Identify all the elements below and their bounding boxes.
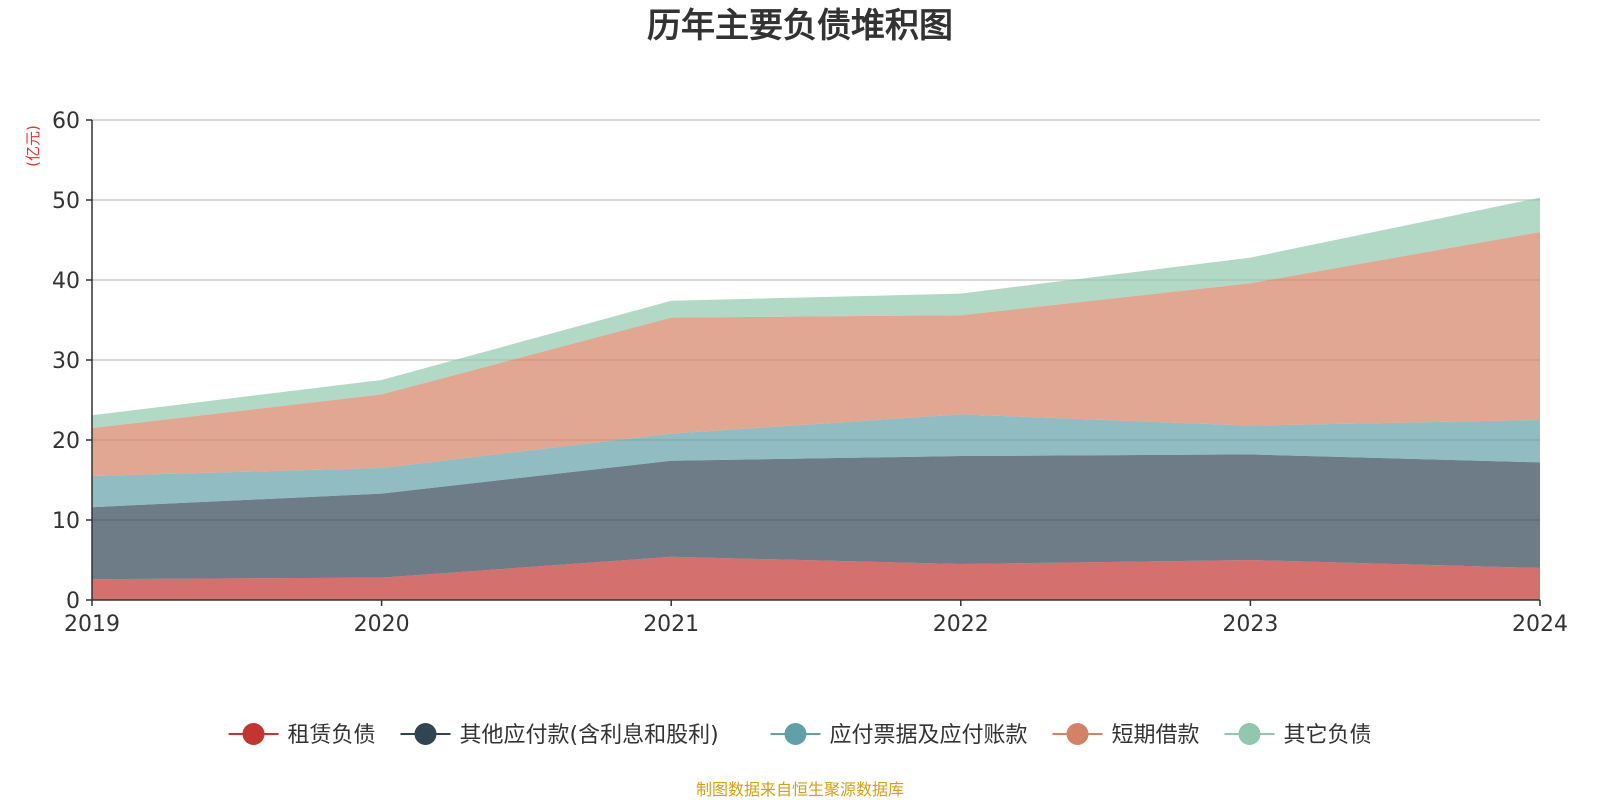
y-tick-label: 40: [52, 269, 80, 294]
x-tick-label: 2020: [354, 612, 410, 637]
area-series-4[interactable]: [92, 197, 1540, 428]
legend-item-2[interactable]: 应付票据及应付账款: [770, 723, 1028, 748]
x-tick-label: 2021: [643, 612, 699, 637]
legend-label: 其它负债: [1284, 723, 1372, 748]
y-unit-label: (亿元): [24, 125, 42, 167]
area-series-2[interactable]: [92, 414, 1540, 508]
legend-label: 其他应付款(含利息和股利): [460, 723, 719, 748]
y-tick-label: 50: [52, 189, 80, 214]
source-note: 制图数据来自恒生聚源数据库: [695, 780, 904, 799]
legend-marker-icon: [242, 723, 265, 745]
legend: 租赁负债 其他应付款(含利息和股利) 应付票据及应付账款 短期借款 其它负债: [228, 723, 1372, 748]
x-tick-label: 2024: [1512, 612, 1568, 637]
y-tick-label: 30: [52, 349, 80, 374]
legend-item-0[interactable]: 租赁负债: [228, 723, 376, 748]
y-tick-label: 60: [52, 109, 80, 134]
area-series-0[interactable]: [92, 556, 1540, 600]
x-tick-label: 2022: [933, 612, 989, 637]
legend-label: 短期借款: [1112, 723, 1200, 748]
y-tick-label: 20: [52, 429, 80, 454]
legend-label: 租赁负债: [288, 723, 376, 748]
area-series-3[interactable]: [92, 232, 1540, 476]
y-tick-label: 0: [66, 589, 80, 614]
y-tick-label: 10: [52, 509, 80, 534]
chart-title: 历年主要负债堆积图: [647, 6, 953, 46]
legend-item-3[interactable]: 短期借款: [1052, 723, 1200, 748]
legend-marker-icon: [414, 723, 437, 745]
legend-item-1[interactable]: 其他应付款(含利息和股利): [400, 723, 719, 748]
legend-label: 应付票据及应付账款: [830, 723, 1028, 748]
legend-marker-icon: [1066, 723, 1089, 745]
x-tick-label: 2023: [1222, 612, 1278, 637]
legend-marker-icon: [784, 723, 807, 745]
x-tick-label: 2019: [64, 612, 120, 637]
legend-marker-icon: [1238, 723, 1261, 745]
legend-item-4[interactable]: 其它负债: [1224, 723, 1372, 748]
area-series-1[interactable]: [92, 454, 1540, 580]
axes: 0 10 20 30 40 50 60 2019 2020 2021 2022 2023 2024 (亿元…: [24, 109, 1568, 637]
area-series: [92, 197, 1540, 600]
